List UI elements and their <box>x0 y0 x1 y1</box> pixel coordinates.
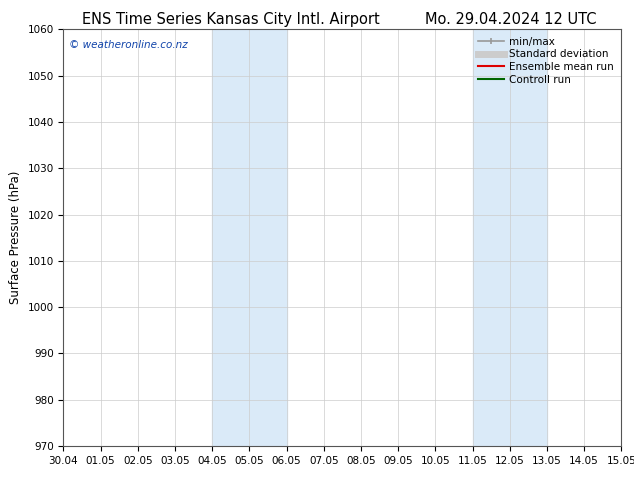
Bar <box>472 29 547 446</box>
Y-axis label: Surface Pressure (hPa): Surface Pressure (hPa) <box>9 171 22 304</box>
Text: Mo. 29.04.2024 12 UTC: Mo. 29.04.2024 12 UTC <box>425 12 597 27</box>
Text: ENS Time Series Kansas City Intl. Airport: ENS Time Series Kansas City Intl. Airpor… <box>82 12 380 27</box>
Legend: min/max, Standard deviation, Ensemble mean run, Controll run: min/max, Standard deviation, Ensemble me… <box>474 32 618 89</box>
Text: © weatheronline.co.nz: © weatheronline.co.nz <box>69 40 188 50</box>
Bar <box>212 29 287 446</box>
